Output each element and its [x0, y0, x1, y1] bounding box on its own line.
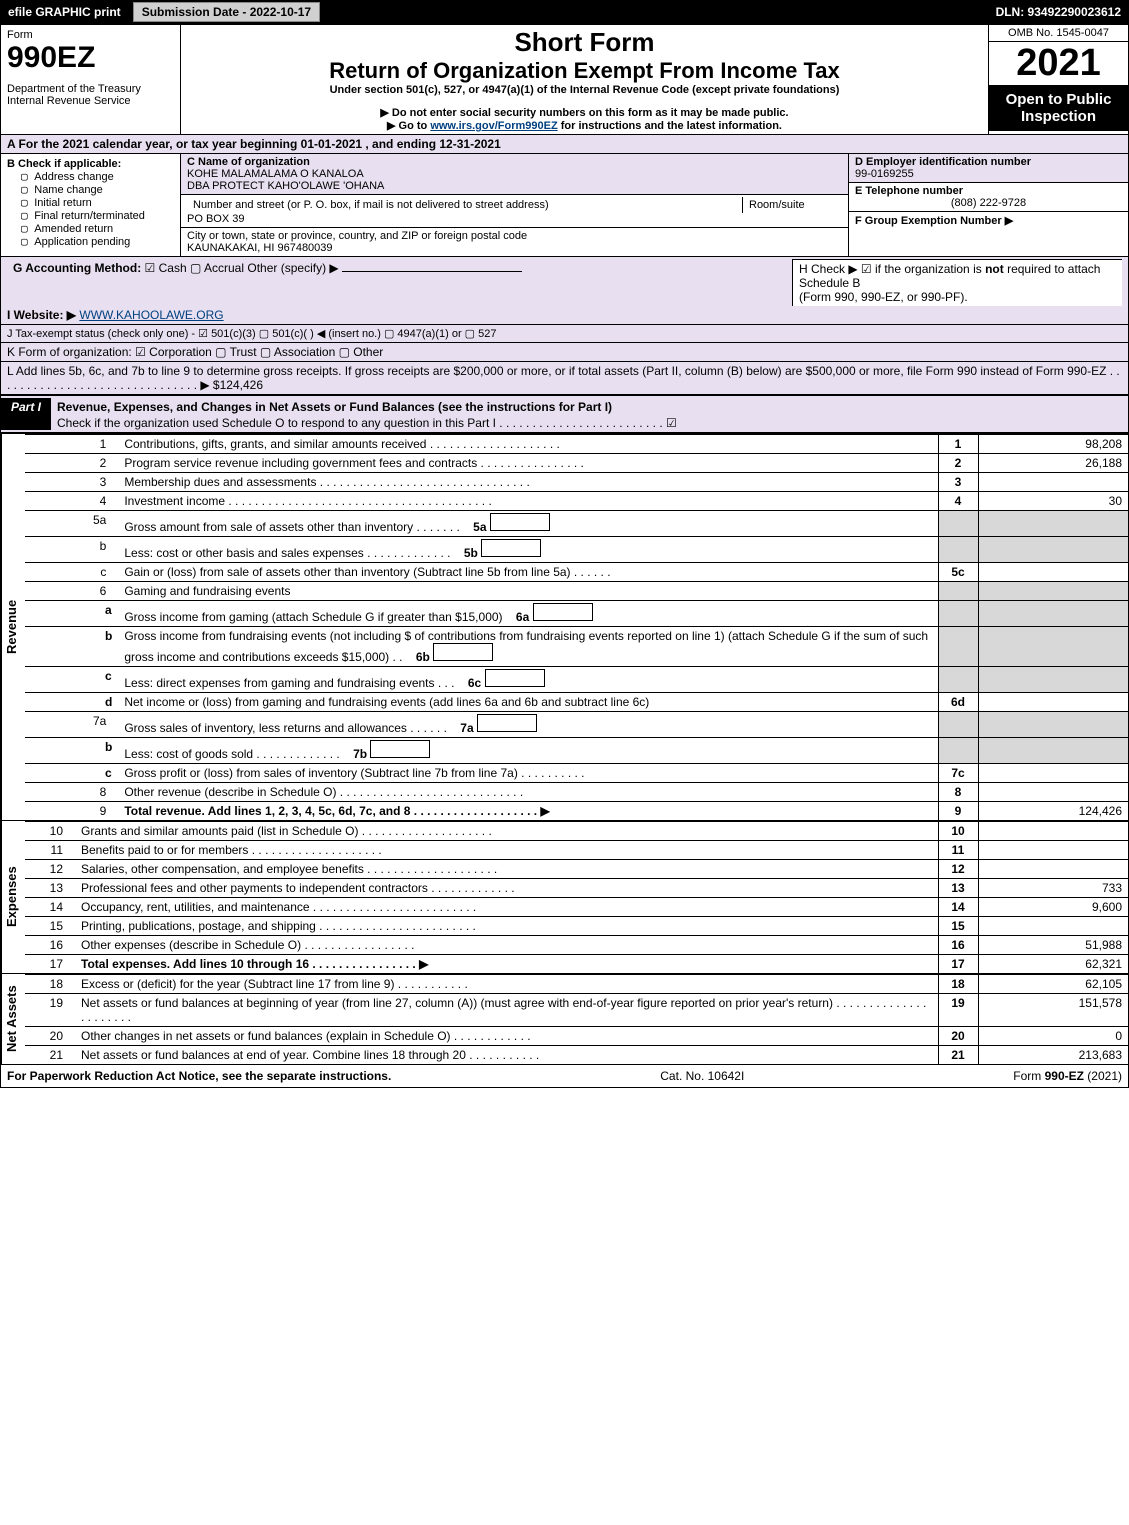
line-7c: cGross profit or (loss) from sales of in… [25, 764, 1128, 783]
line-12: 12Salaries, other compensation, and empl… [25, 860, 1128, 879]
check-amended-return[interactable]: Amended return [34, 223, 113, 235]
part-1-header: Part I Revenue, Expenses, and Changes in… [1, 395, 1128, 433]
page-footer: For Paperwork Reduction Act Notice, see … [1, 1064, 1128, 1087]
line-6: 6Gaming and fundraising events [25, 582, 1128, 601]
website-link[interactable]: WWW.KAHOOLAWE.ORG [79, 308, 223, 322]
h-text-3: (Form 990, 990-EZ, or 990-PF). [799, 290, 968, 304]
c-label: C Name of organization [187, 156, 842, 168]
line-9: 9Total revenue. Add lines 1, 2, 3, 4, 5c… [25, 802, 1128, 821]
g-cash[interactable]: ☑ Cash [145, 261, 187, 275]
part-1-check: Check if the organization used Schedule … [51, 416, 1128, 430]
line-15: 15Printing, publications, postage, and s… [25, 917, 1128, 936]
g-label: G Accounting Method: [13, 261, 141, 275]
part-1-title: Revenue, Expenses, and Changes in Net As… [51, 398, 1128, 416]
info-grid: B Check if applicable: ▢ Address change … [1, 154, 1128, 257]
line-7a: 7aGross sales of inventory, less returns… [25, 712, 1128, 738]
form-container: Form 990EZ Department of the Treasury In… [0, 24, 1129, 1088]
h-text-1: H Check ▶ ☑ if the organization is [799, 262, 985, 276]
revenue-section: Revenue 1Contributions, gifts, grants, a… [1, 433, 1128, 820]
line-17: 17Total expenses. Add lines 10 through 1… [25, 955, 1128, 974]
street-address: PO BOX 39 [187, 213, 842, 225]
addr-label: Number and street (or P. O. box, if mail… [193, 199, 549, 211]
short-form-title: Short Form [187, 27, 982, 58]
dln-label: DLN: 93492290023612 [992, 5, 1125, 19]
line-6d: dNet income or (loss) from gaming and fu… [25, 693, 1128, 712]
row-j: J Tax-exempt status (check only one) - ☑… [1, 325, 1128, 343]
ein: 99-0169255 [855, 168, 1122, 180]
return-title: Return of Organization Exempt From Incom… [187, 58, 982, 84]
net-assets-section: Net Assets 18Excess or (deficit) for the… [1, 973, 1128, 1064]
form-number: 990EZ [7, 41, 174, 75]
line-20: 20Other changes in net assets or fund ba… [25, 1027, 1128, 1046]
line-16: 16Other expenses (describe in Schedule O… [25, 936, 1128, 955]
gross-receipts-amount: 124,426 [220, 378, 263, 392]
line-13: 13Professional fees and other payments t… [25, 879, 1128, 898]
col-b-title: B Check if applicable: [7, 158, 174, 170]
f-label: F Group Exemption Number ▶ [855, 214, 1122, 227]
footer-right: Form 990-EZ (2021) [1013, 1069, 1122, 1083]
column-b: B Check if applicable: ▢ Address change … [1, 154, 181, 256]
note-1: ▶ Do not enter social security numbers o… [187, 106, 982, 119]
irs-link[interactable]: www.irs.gov/Form990EZ [430, 120, 557, 132]
form-word: Form [7, 29, 174, 41]
top-bar: efile GRAPHIC print Submission Date - 20… [0, 0, 1129, 24]
part-1-label: Part I [1, 398, 51, 430]
line-5c: cGain or (loss) from sale of assets othe… [25, 563, 1128, 582]
telephone: (808) 222-9728 [855, 197, 1122, 209]
revenue-side-label: Revenue [1, 434, 25, 820]
expenses-section: Expenses 10Grants and similar amounts pa… [1, 820, 1128, 973]
line-5a: 5aGross amount from sale of assets other… [25, 511, 1128, 537]
net-assets-side-label: Net Assets [1, 974, 25, 1064]
check-name-change[interactable]: Name change [34, 184, 103, 196]
line-14: 14Occupancy, rent, utilities, and mainte… [25, 898, 1128, 917]
row-k: K Form of organization: ☑ Corporation ▢ … [1, 343, 1128, 362]
g-other[interactable]: Other (specify) ▶ [247, 261, 338, 275]
efile-label: efile GRAPHIC print [4, 5, 125, 19]
line-3: 3Membership dues and assessments . . . .… [25, 473, 1128, 492]
line-10: 10Grants and similar amounts paid (list … [25, 822, 1128, 841]
column-de: D Employer identification number 99-0169… [848, 154, 1128, 256]
subtitle: Under section 501(c), 527, or 4947(a)(1)… [187, 84, 982, 96]
line-1: 1Contributions, gifts, grants, and simil… [25, 435, 1128, 454]
line-6b: bGross income from fundraising events (n… [25, 627, 1128, 667]
dept-line-2: Internal Revenue Service [7, 95, 174, 107]
line-8: 8Other revenue (describe in Schedule O) … [25, 783, 1128, 802]
footer-center: Cat. No. 10642I [660, 1069, 744, 1083]
line-19: 19Net assets or fund balances at beginni… [25, 994, 1128, 1027]
line-6c: cLess: direct expenses from gaming and f… [25, 667, 1128, 693]
check-address-change[interactable]: Address change [34, 171, 114, 183]
form-header: Form 990EZ Department of the Treasury In… [1, 25, 1128, 135]
row-l: L Add lines 5b, 6c, and 7b to line 9 to … [1, 362, 1128, 395]
row-a-tax-year: A For the 2021 calendar year, or tax yea… [1, 135, 1128, 154]
check-application-pending[interactable]: Application pending [34, 236, 130, 248]
omb-number: OMB No. 1545-0047 [989, 25, 1128, 42]
room-label: Room/suite [742, 197, 842, 213]
column-c: C Name of organization KOHE MALAMALAMA O… [181, 154, 848, 256]
open-to-public: Open to Public Inspection [989, 85, 1128, 131]
check-final-return[interactable]: Final return/terminated [34, 210, 145, 222]
line-2: 2Program service revenue including gover… [25, 454, 1128, 473]
g-accrual[interactable]: ▢ Accrual [190, 261, 244, 275]
footer-left: For Paperwork Reduction Act Notice, see … [7, 1069, 391, 1083]
org-name-2: DBA PROTECT KAHO'OLAWE 'OHANA [187, 180, 842, 192]
submission-date-button[interactable]: Submission Date - 2022-10-17 [133, 2, 320, 22]
tax-year: 2021 [989, 42, 1128, 85]
line-5b: bLess: cost or other basis and sales exp… [25, 537, 1128, 563]
line-11: 11Benefits paid to or for members . . . … [25, 841, 1128, 860]
city-label: City or town, state or province, country… [187, 230, 842, 242]
line-4: 4Investment income . . . . . . . . . . .… [25, 492, 1128, 511]
line-18: 18Excess or (deficit) for the year (Subt… [25, 975, 1128, 994]
line-6a: aGross income from gaming (attach Schedu… [25, 601, 1128, 627]
line-21: 21Net assets or fund balances at end of … [25, 1046, 1128, 1065]
dept-line-1: Department of the Treasury [7, 83, 174, 95]
check-initial-return[interactable]: Initial return [34, 197, 91, 209]
org-name-1: KOHE MALAMALAMA O KANALOA [187, 168, 842, 180]
city-state-zip: KAUNAKAKAI, HI 967480039 [187, 242, 842, 254]
d-label: D Employer identification number [855, 156, 1122, 168]
note-2: ▶ Go to www.irs.gov/Form990EZ for instru… [187, 119, 982, 132]
expenses-side-label: Expenses [1, 821, 25, 973]
i-label: I Website: ▶ [7, 308, 76, 322]
e-label: E Telephone number [855, 185, 1122, 197]
line-7b: bLess: cost of goods sold . . . . . . . … [25, 738, 1128, 764]
